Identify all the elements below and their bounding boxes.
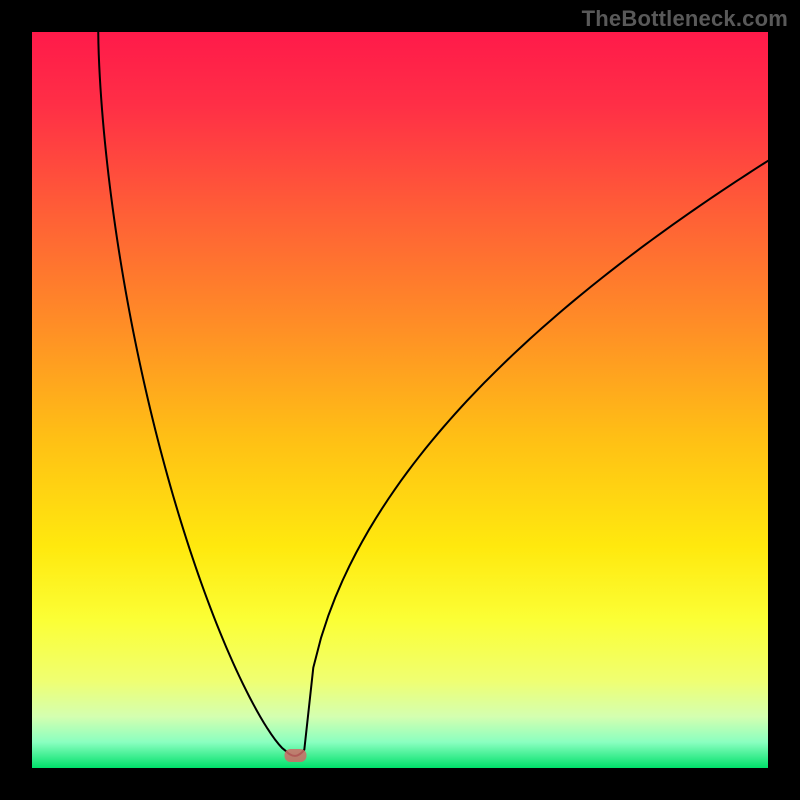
- chart-frame: TheBottleneck.com: [0, 0, 800, 800]
- bottleneck-chart: [0, 0, 800, 800]
- gradient-background: [32, 32, 768, 768]
- vertex-marker: [284, 749, 306, 762]
